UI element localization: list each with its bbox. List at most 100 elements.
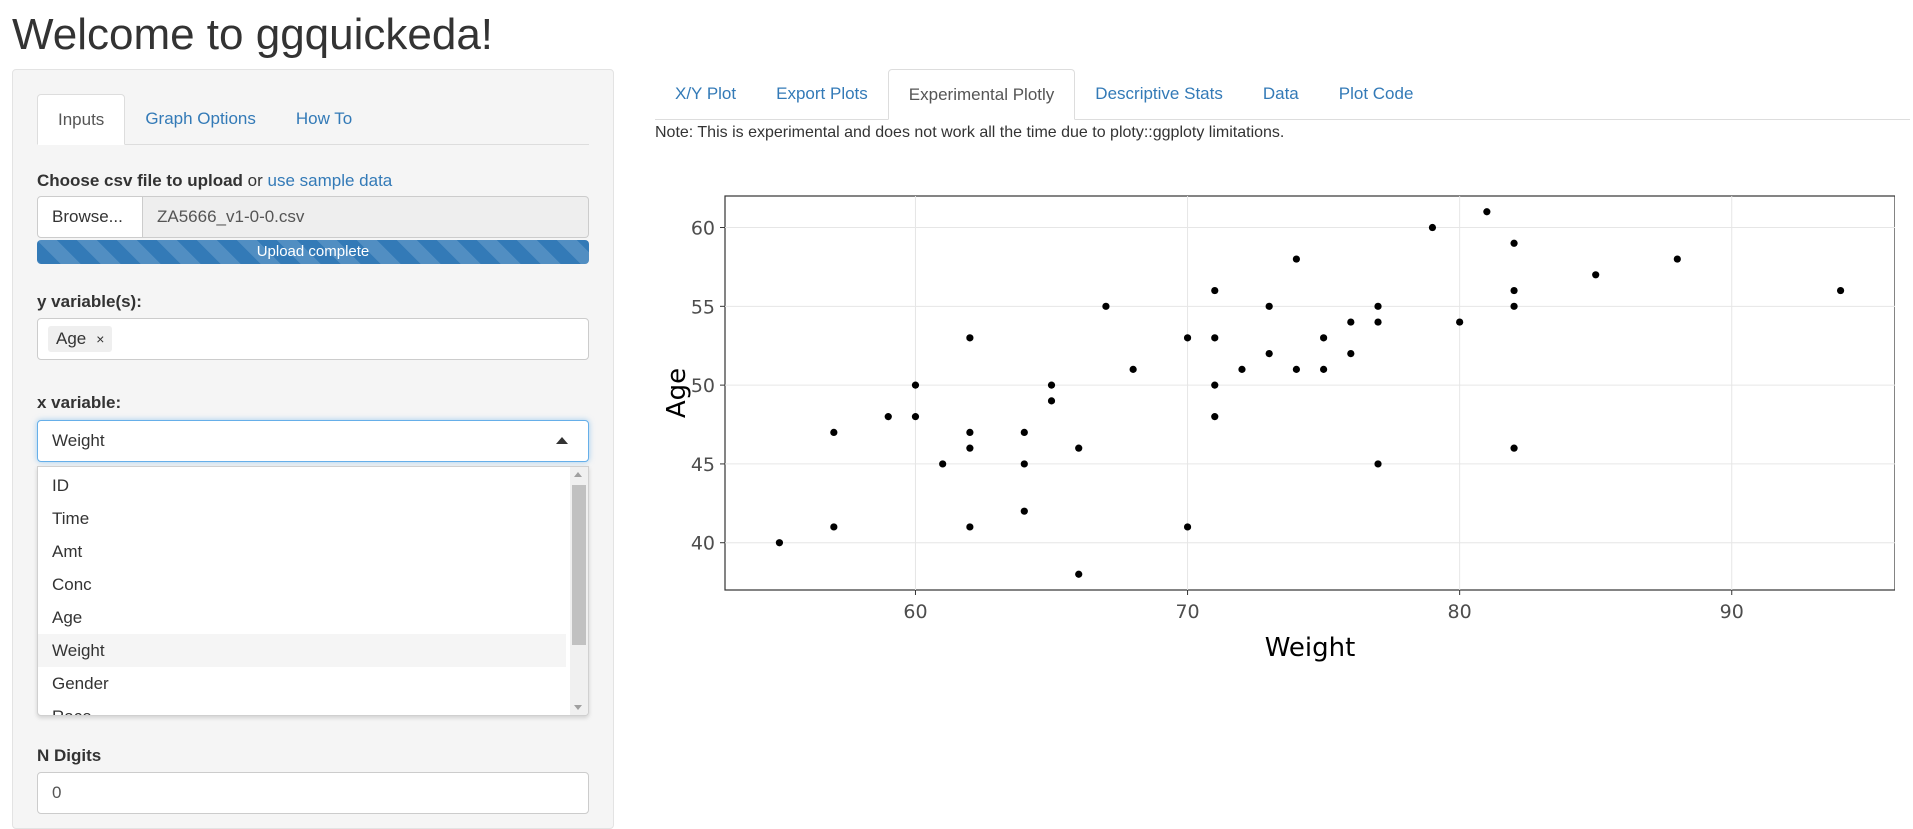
scatter-point[interactable]: [1510, 286, 1518, 295]
scatter-point[interactable]: [966, 444, 974, 452]
y-tick-label: 55: [691, 296, 715, 318]
y-variable-select[interactable]: Age ×: [37, 318, 589, 360]
scatter-point[interactable]: [1020, 507, 1028, 515]
scatter-point[interactable]: [1374, 318, 1382, 326]
scatter-point[interactable]: [1047, 397, 1056, 405]
plotly-note: Note: This is experimental and does not …: [655, 124, 1285, 141]
dropdown-option-id[interactable]: ID: [52, 476, 69, 495]
dropdown-option-gender[interactable]: Gender: [52, 674, 109, 693]
y-axis-ticks: 40 45 50 55 60: [691, 218, 725, 555]
scatter-point[interactable]: [1265, 350, 1273, 358]
scatter-point[interactable]: [830, 523, 838, 531]
scatter-point[interactable]: [1183, 523, 1192, 531]
scatter-point[interactable]: [1211, 381, 1219, 389]
scatter-point[interactable]: [1510, 302, 1518, 310]
scatter-point[interactable]: [1183, 334, 1192, 342]
y-tick-label: 45: [691, 454, 715, 476]
scatter-point[interactable]: [1483, 208, 1491, 216]
x-axis-title: Weight: [1265, 633, 1356, 663]
browse-button[interactable]: Browse...: [37, 196, 143, 238]
tab-inputs[interactable]: Inputs: [37, 94, 126, 145]
scroll-down-arrow-icon[interactable]: [574, 705, 582, 710]
scatter-point[interactable]: [1211, 413, 1219, 421]
scatter-point[interactable]: [775, 539, 784, 547]
scatter-plot[interactable]: 60 70 80 90 40 45 50 55 60 Weight Age: [655, 170, 1895, 670]
grid-lines: [725, 196, 1895, 590]
file-name-field: ZA5666_v1-0-0.csv: [143, 196, 589, 238]
scatter-point[interactable]: [1102, 302, 1110, 310]
dropdown-option-race[interactable]: Race: [38, 700, 566, 715]
scatter-point[interactable]: [911, 413, 920, 421]
scatter-point[interactable]: [1292, 365, 1300, 373]
scatter-point[interactable]: [1047, 381, 1056, 389]
caret-up-icon[interactable]: [556, 437, 568, 444]
scatter-point[interactable]: [1020, 428, 1028, 436]
use-sample-data-link[interactable]: use sample data: [267, 171, 393, 190]
dropdown-option-weight[interactable]: Weight: [38, 634, 566, 667]
scatter-point[interactable]: [911, 381, 920, 389]
upload-progress-fill: Upload complete: [37, 240, 589, 264]
tab-how-to[interactable]: How To: [295, 109, 353, 128]
upload-progress-bar: Upload complete: [37, 240, 589, 264]
scatter-point[interactable]: [1347, 318, 1355, 326]
scatter-point[interactable]: [1347, 350, 1355, 358]
scatter-point[interactable]: [1510, 239, 1518, 247]
x-tick-label: 60: [903, 601, 927, 623]
tab-graph-options[interactable]: Graph Options: [145, 109, 256, 128]
tab-xy-plot[interactable]: X/Y Plot: [675, 84, 737, 103]
main-tabs: X/Y Plot Export Plots Experimental Plotl…: [655, 69, 1910, 120]
upload-label-text: Choose csv file to upload: [37, 171, 243, 190]
scatter-point[interactable]: [939, 460, 947, 468]
n-digits-input[interactable]: 0: [37, 772, 589, 814]
scatter-point[interactable]: [884, 413, 892, 421]
plot-panel: [724, 195, 1895, 591]
tab-plot-code[interactable]: Plot Code: [1338, 84, 1414, 103]
x-tick-label: 70: [1175, 601, 1199, 623]
scatter-point[interactable]: [1075, 444, 1083, 452]
sidebar-tabs: Inputs Graph Options How To: [37, 94, 589, 145]
scatter-point[interactable]: [1673, 255, 1681, 263]
x-variable-dropdown: ID Time Amt Conc Age Weight Gender Race: [37, 466, 589, 716]
scatter-point[interactable]: [1320, 334, 1328, 342]
scatter-point[interactable]: [1075, 570, 1083, 578]
scatter-point[interactable]: [1320, 365, 1328, 373]
chip-label: Age: [56, 329, 87, 348]
data-points: [775, 208, 1845, 578]
scatter-point[interactable]: [1510, 444, 1518, 452]
scatter-point[interactable]: [1428, 223, 1437, 232]
dropdown-option-conc[interactable]: Conc: [52, 575, 92, 594]
x-tick-label: 90: [1720, 601, 1744, 623]
scatter-point[interactable]: [1836, 286, 1845, 295]
x-variable-select[interactable]: Weight: [37, 420, 589, 462]
app-title: Welcome to ggquickeda!: [12, 10, 494, 59]
scatter-point[interactable]: [966, 334, 974, 342]
scatter-point[interactable]: [1020, 460, 1028, 468]
scatter-point[interactable]: [1374, 460, 1382, 468]
scatter-point[interactable]: [1129, 365, 1137, 373]
scatter-point[interactable]: [1592, 271, 1600, 279]
scroll-up-arrow-icon[interactable]: [574, 472, 582, 477]
tab-export-plots[interactable]: Export Plots: [776, 84, 868, 103]
scatter-point[interactable]: [966, 428, 974, 436]
dropdown-option-age[interactable]: Age: [52, 608, 83, 627]
scatter-point[interactable]: [1456, 318, 1464, 326]
tab-data[interactable]: Data: [1262, 84, 1299, 103]
scatter-point[interactable]: [1265, 302, 1273, 310]
dropdown-scroll-thumb[interactable]: [572, 485, 586, 645]
scatter-point[interactable]: [1211, 334, 1219, 342]
chip-remove-icon[interactable]: ×: [96, 331, 105, 347]
scatter-point[interactable]: [966, 523, 974, 531]
dropdown-option-amt[interactable]: Amt: [52, 542, 83, 561]
scatter-point[interactable]: [1292, 255, 1300, 263]
scatter-point[interactable]: [1374, 302, 1382, 310]
scatter-point[interactable]: [1211, 286, 1219, 295]
tab-experimental-plotly[interactable]: Experimental Plotly: [887, 69, 1076, 120]
scatter-point[interactable]: [830, 428, 838, 436]
dropdown-option-time[interactable]: Time: [52, 509, 90, 528]
dropdown-scrollbar[interactable]: [570, 467, 588, 715]
tab-descriptive-stats[interactable]: Descriptive Stats: [1095, 84, 1223, 103]
scatter-point[interactable]: [1238, 365, 1246, 373]
y-axis-title: Age: [662, 368, 692, 418]
x-axis-ticks: 60 70 80 90: [903, 590, 1744, 623]
y-tick-label: 40: [691, 533, 715, 555]
